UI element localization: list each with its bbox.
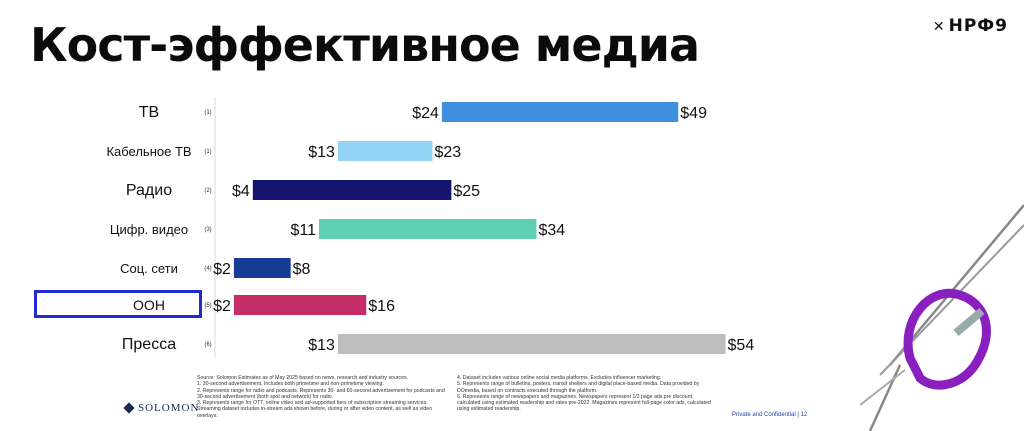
footnote-4: 4. Dataset includes various online socia… (457, 375, 662, 381)
confidential-label: Private and Confidential | 12 (732, 412, 808, 418)
solomon-text: SOLOMON (138, 402, 200, 414)
footnote-ref: (5) (204, 303, 211, 309)
footnote-ref: (1) (204, 110, 211, 116)
footnote-3: 3. Represents range for OTT, online vide… (197, 400, 433, 419)
category-label: Цифр. видео (110, 222, 188, 237)
footnote-ref: (2) (204, 188, 211, 194)
footnotes-right: 4. Dataset includes various online socia… (457, 375, 712, 413)
high-value-label: $25 (453, 183, 480, 200)
high-value-label: $8 (293, 261, 311, 278)
range-bar (337, 334, 726, 354)
footnote-ref: (3) (204, 227, 211, 233)
high-value-label: $54 (728, 337, 755, 354)
high-value-label: $23 (434, 144, 461, 161)
footnote-6: 6. Represents range of newspapers and ma… (457, 393, 711, 413)
footnote-ref: (1) (204, 149, 211, 155)
highlight-box-ooh (34, 290, 202, 318)
category-label: Радио (126, 182, 172, 199)
footnote-1: 1. 30-second advertisement. Includes bot… (197, 381, 384, 388)
footnote-2: 2. Represents range for radio and podcas… (197, 387, 445, 400)
solomon-logo: SOLOMON (123, 402, 200, 415)
logo-mark-icon: ✕ (932, 19, 946, 35)
low-value-label: $13 (308, 337, 335, 354)
range-bar (319, 219, 537, 239)
logo-text: НРФ9 (948, 16, 1008, 36)
range-bar (441, 102, 679, 122)
low-value-label: $13 (308, 144, 335, 161)
footnote-5: 5. Represents range of bulletins, poster… (457, 381, 700, 394)
solomon-emblem-icon (123, 402, 135, 415)
range-bar (233, 258, 291, 278)
category-label: ТВ (139, 104, 159, 121)
category-label: ООН (133, 297, 165, 313)
range-bar (337, 141, 433, 161)
range-bar (252, 180, 452, 200)
footnote-source: Source: Solomon Estimates as of May 2025… (197, 375, 409, 381)
low-value-label: $2 (213, 298, 231, 315)
category-label: Соц. сети (120, 261, 178, 276)
page-title: Кост-эффективное медиа (30, 18, 700, 72)
high-value-label: $16 (368, 298, 395, 315)
footnote-ref: (6) (204, 342, 211, 348)
brand-logo: ✕ НРФ9 (933, 16, 1008, 36)
low-value-label: $2 (213, 261, 231, 278)
category-label: Пресса (122, 336, 176, 353)
footnotes-left: Source: Solomon Estimates as of May 2025… (197, 375, 452, 419)
high-value-label: $34 (538, 222, 565, 239)
carabiner-rope-icon (860, 204, 1024, 431)
range-bar (233, 295, 367, 315)
footnote-ref: (4) (204, 266, 211, 272)
low-value-label: $11 (290, 222, 316, 239)
category-label: Кабельное ТВ (106, 144, 191, 159)
high-value-label: $49 (680, 105, 707, 122)
low-value-label: $24 (412, 105, 439, 122)
low-value-label: $4 (232, 183, 250, 200)
